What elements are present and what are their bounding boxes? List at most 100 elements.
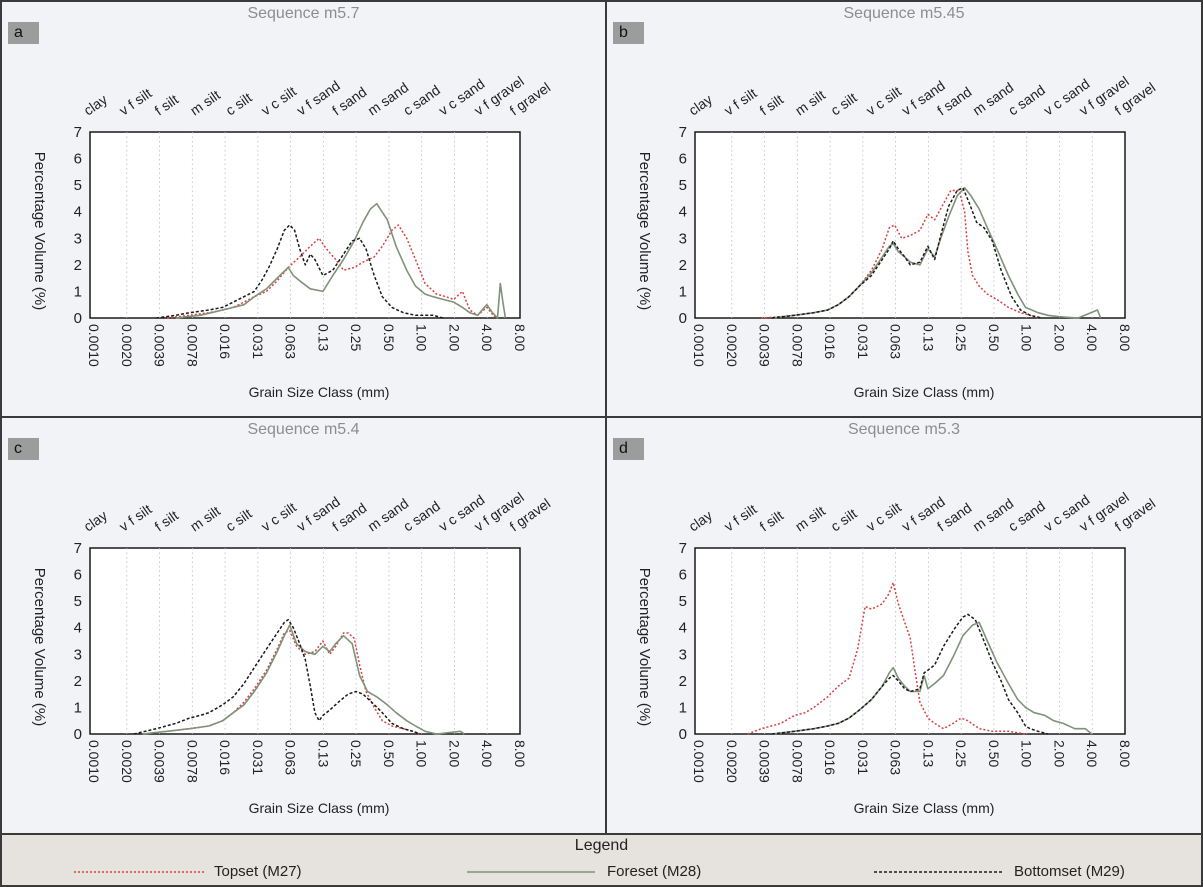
x-tick-label: 8.00 [1117,324,1133,351]
x-tick-label: 0.0020 [724,324,740,367]
plot-area [694,131,1126,319]
y-tick-label: 5 [74,177,82,194]
class-label: v c silt [863,499,904,534]
class-label: f silt [757,507,787,534]
class-label: clay [81,91,111,118]
x-tick-label: 0.50 [381,740,397,767]
chart-panel-c: Sequence m5.4 c 0 1 2 3 4 5 6 7 0.0010 0.0020 0.0039… [0,416,607,835]
x-tick-label: 4.00 [1084,324,1100,351]
x-axis-title: Grain Size Class (mm) [854,800,995,816]
x-tick-label: 0.031 [250,740,266,775]
class-label: v c silt [258,499,299,534]
x-tick-label: 0.0078 [184,324,200,367]
y-tick-label: 6 [679,151,687,168]
series-line-topset [166,224,497,319]
y-tick-label: 0 [74,310,82,327]
x-tick-label: 0.016 [822,324,838,359]
x-tick-label: 0.25 [348,740,364,767]
panel-label: c [8,438,39,460]
y-axis-title: Percentage Volume (%) [31,568,48,726]
x-tick-label: 4.00 [479,324,495,351]
class-label: v f silt [721,501,760,535]
x-tick-label: 0.25 [348,324,364,351]
y-tick-label: 6 [74,567,82,584]
y-tick-label: 0 [679,310,687,327]
x-tick-label: 0.063 [283,740,299,775]
x-axis-title: Grain Size Class (mm) [854,384,995,400]
class-label: clay [686,507,716,534]
y-tick-label: 0 [74,726,82,743]
series-line-foreset [175,202,507,319]
panel-label: b [613,22,644,44]
x-tick-label: 1.00 [414,740,430,767]
x-tick-label: 0.031 [250,324,266,359]
y-tick-label: 7 [679,124,687,141]
x-tick-label: 0.50 [381,324,397,351]
x-tick-label: 8.00 [512,324,528,351]
y-tick-label: 4 [74,620,82,637]
x-tick-label: 0.50 [986,324,1002,351]
y-tick-label: 1 [74,699,82,716]
series-line-bottomset [156,224,444,319]
class-label: c silt [223,505,255,534]
class-label: clay [81,507,111,534]
class-label: f silt [757,91,787,118]
chart-svg: 0 1 2 3 4 5 6 7 0.0010 0.0020 0.0039 0.0078 0.016 0.0… [31,73,553,400]
x-tick-label: 0.0039 [152,324,168,367]
chart-panel-a: Sequence m5.7 a 0 1 2 3 4 5 6 7 0.0010 0.0020 0.0039… [0,0,607,418]
y-tick-label: 5 [74,593,82,610]
x-tick-label: 0.0039 [757,324,773,367]
panel-label: d [613,438,644,460]
chart-title: Sequence m5.4 [247,421,360,438]
y-tick-label: 3 [74,230,82,247]
legend-swatch [874,871,1002,873]
x-tick-label: 0.0010 [691,740,707,783]
class-label: clay [686,91,716,118]
x-tick-label: 0.063 [888,324,904,359]
legend-label: Bottomset (M29) [1014,863,1125,880]
x-tick-label: 0.25 [953,324,969,351]
class-label: c silt [223,89,255,118]
class-label: m silt [187,87,223,119]
legend: Legend Topset (M27) Foreset (M28) Bottomset… [0,833,1203,887]
class-label: v c silt [863,83,904,118]
legend-swatch [467,871,595,873]
y-tick-label: 0 [679,726,687,743]
x-tick-label: 1.00 [1019,324,1035,351]
class-label: v c silt [258,83,299,118]
chart-svg: 0 1 2 3 4 5 6 7 0.0010 0.0020 0.0039 0.0078 0.016 0.0… [636,489,1158,816]
x-tick-label: 0.13 [315,740,331,767]
class-label: v f silt [116,501,155,535]
y-tick-label: 1 [74,283,82,300]
x-tick-label: 0.0039 [757,740,773,783]
x-tick-label: 0.0010 [86,740,102,783]
x-tick-label: 0.031 [855,740,871,775]
y-tick-label: 4 [679,204,687,221]
chart-title: Sequence m5.45 [843,5,965,22]
y-tick-label: 4 [74,204,82,221]
x-tick-label: 0.016 [217,740,233,775]
series-line-bottomset [771,187,1042,319]
x-tick-label: 0.0020 [119,740,135,783]
x-tick-label: 0.0039 [152,740,168,783]
plot-area [694,547,1126,735]
class-label: f silt [152,507,182,534]
x-tick-label: 0.016 [822,740,838,775]
y-tick-label: 5 [679,593,687,610]
y-tick-label: 6 [679,567,687,584]
class-label: f silt [152,91,182,118]
y-axis-title: Percentage Volume (%) [636,152,653,310]
y-axis-title: Percentage Volume (%) [636,568,653,726]
class-label: v f silt [721,85,760,119]
series-line-bottomset [133,618,421,735]
chart-svg: 0 1 2 3 4 5 6 7 0.0010 0.0020 0.0039 0.0078 0.016 0.0… [636,73,1158,400]
plot-area [89,547,521,735]
y-tick-label: 7 [679,540,687,557]
chart-svg: 0 1 2 3 4 5 6 7 0.0010 0.0020 0.0039 0.0078 0.016 0.0… [31,489,553,816]
x-tick-label: 0.063 [888,740,904,775]
legend-title: Legend [574,837,629,854]
y-tick-label: 1 [679,283,687,300]
x-tick-label: 0.0020 [724,740,740,783]
x-tick-label: 0.0010 [691,324,707,367]
class-label: c silt [828,505,860,534]
